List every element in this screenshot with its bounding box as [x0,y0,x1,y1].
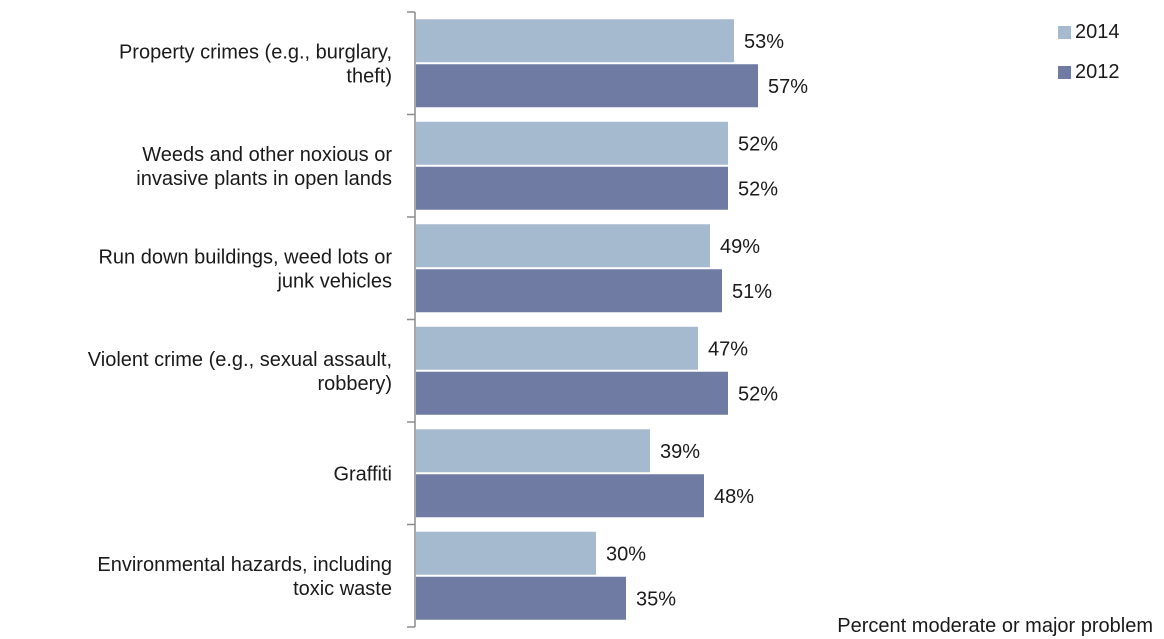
category-label-line: Weeds and other noxious or [142,144,392,166]
category-label: Run down buildings, weed lots or junk veh… [98,246,392,292]
data-label: 39% [660,441,700,463]
category-label-line: junk vehicles [276,270,392,292]
bar-2014 [416,19,734,63]
data-label: 51% [732,281,772,303]
data-label: 52% [738,178,778,200]
legend-label: 2014 [1075,21,1120,43]
category-label-line: Graffiti [333,463,392,485]
bar-2014 [416,531,596,575]
bar-2012 [416,64,758,108]
category-label-line: Environmental hazards, including [97,554,392,576]
legend-swatch [1058,66,1071,79]
data-label: 49% [720,236,760,258]
data-label: 52% [738,383,778,405]
bars-layer [416,19,758,620]
category-label: Violent crime (e.g., sexual assault, robb… [88,349,392,395]
category-label: Property crimes (e.g., burglary, theft) [119,41,392,87]
category-label: Environmental hazards, including toxic wa… [97,554,392,600]
bar-2014 [416,326,698,370]
data-label: 53% [744,31,784,53]
bar-2012 [416,576,626,620]
bar-2012 [416,269,722,313]
axis-layer [407,11,416,628]
bar-2014 [416,224,710,268]
legend-swatch [1058,26,1071,39]
data-label: 47% [708,338,748,360]
bar-2012 [416,371,728,415]
data-label: 35% [636,588,676,610]
bar-2014 [416,121,728,165]
data-label: 48% [714,486,754,508]
legend: 2014 2012 [1058,21,1120,83]
category-label: Weeds and other noxious or invasive plant… [136,144,392,190]
category-label-line: invasive plants in open lands [136,168,392,190]
data-label: 57% [768,76,808,98]
category-label-line: Violent crime (e.g., sexual assault, [88,349,392,371]
legend-label: 2012 [1075,61,1120,83]
bar-2012 [416,474,704,518]
category-label: Graffiti [333,463,392,485]
category-label-line: robbery) [318,373,392,395]
category-label-line: toxic waste [293,578,392,600]
x-axis-title: Percent moderate or major problem [837,615,1153,637]
data-label: 30% [606,543,646,565]
bar-2014 [416,429,650,473]
category-label-line: Property crimes (e.g., burglary, [119,41,392,63]
labels-layer: Property crimes (e.g., burglary, theft) 53… [88,31,808,611]
bar-2012 [416,166,728,210]
data-label: 52% [738,133,778,155]
category-label-line: theft) [346,65,392,87]
category-label-line: Run down buildings, weed lots or [98,246,392,268]
